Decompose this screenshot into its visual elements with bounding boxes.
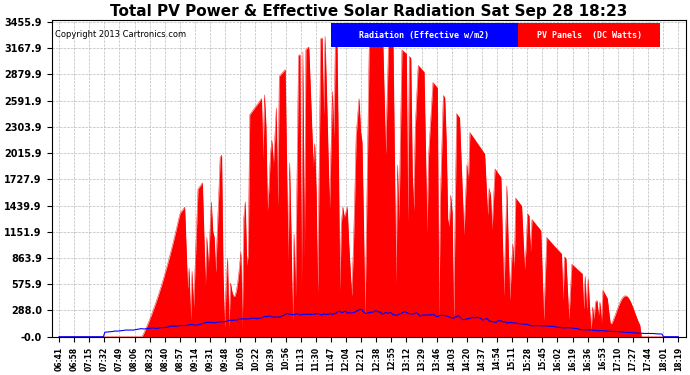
Text: PV Panels  (DC Watts): PV Panels (DC Watts) bbox=[537, 31, 642, 40]
Title: Total PV Power & Effective Solar Radiation Sat Sep 28 18:23: Total PV Power & Effective Solar Radiati… bbox=[110, 4, 627, 19]
FancyBboxPatch shape bbox=[518, 24, 660, 47]
Text: Radiation (Effective w/m2): Radiation (Effective w/m2) bbox=[359, 31, 489, 40]
Text: Copyright 2013 Cartronics.com: Copyright 2013 Cartronics.com bbox=[55, 30, 186, 39]
FancyBboxPatch shape bbox=[331, 24, 518, 47]
